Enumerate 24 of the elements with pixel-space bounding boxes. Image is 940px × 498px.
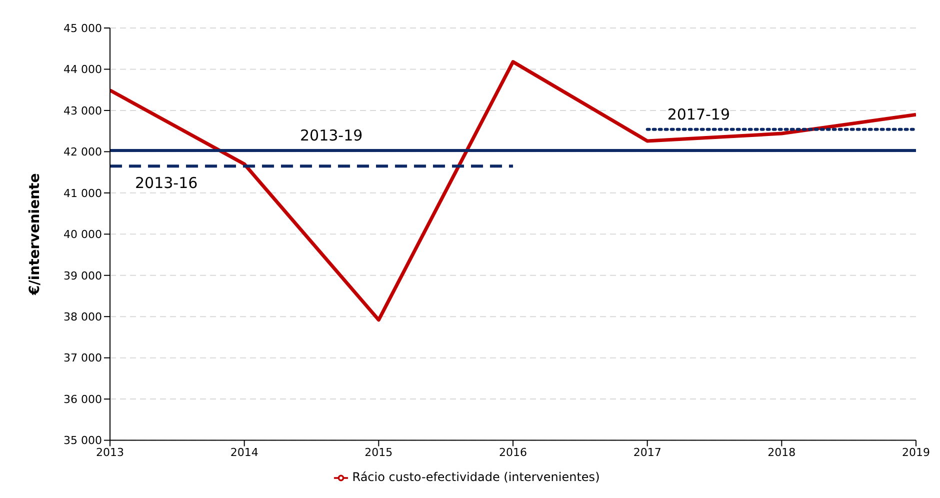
series-label: 2013-19 (300, 126, 363, 144)
y-tick-label: 39 000 (64, 269, 102, 282)
legend-label: Rácio custo-efectividade (intervenientes) (352, 470, 600, 484)
x-tick-label: 2019 (902, 446, 930, 460)
x-tick-label: 2016 (499, 446, 527, 460)
y-tick-label: 45 000 (64, 22, 102, 35)
y-tick-label: 43 000 (64, 104, 102, 118)
x-tick-label: 2015 (364, 446, 393, 460)
y-tick-label: 44 000 (64, 63, 102, 76)
x-tick-label: 2013 (96, 446, 124, 460)
y-tick-label: 38 000 (64, 310, 102, 324)
y-tick-label: 42 000 (64, 146, 102, 159)
y-tick-label: 36 000 (64, 392, 102, 406)
y-tick-label: 37 000 (64, 352, 102, 365)
y-tick-label: 41 000 (64, 186, 102, 200)
x-tick-label: 2017 (633, 446, 662, 460)
y-tick-label: 40 000 (64, 228, 102, 242)
y-axis-title: €/interveniente (26, 173, 43, 296)
x-tick-label: 2014 (230, 446, 258, 460)
y-tick-label: 35 000 (64, 434, 102, 448)
series-label: 2013-16 (135, 174, 198, 192)
x-tick-label: 2018 (768, 446, 796, 460)
series-label: 2017-19 (667, 105, 730, 124)
line-series (110, 60, 916, 322)
